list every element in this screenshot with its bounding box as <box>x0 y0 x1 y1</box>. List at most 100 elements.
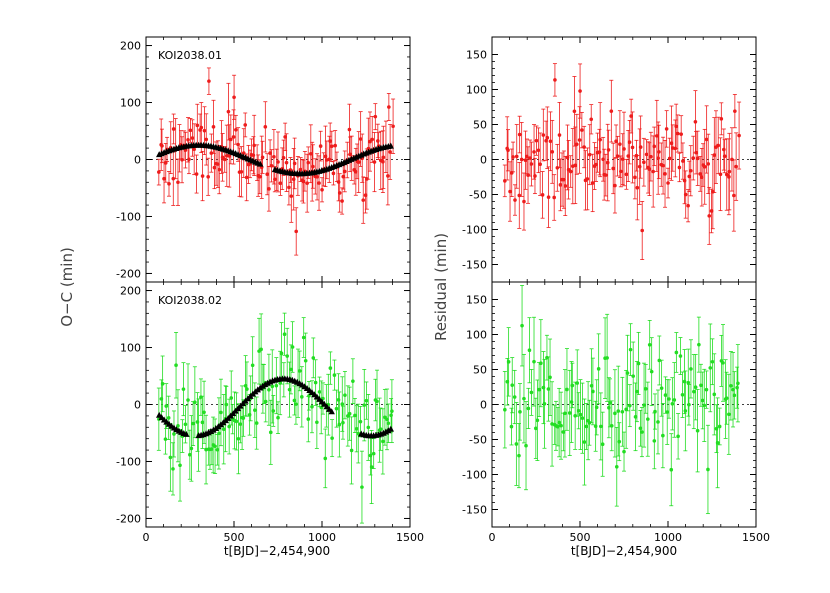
data-point <box>370 137 375 142</box>
data-point <box>643 387 648 391</box>
data-point <box>226 109 231 114</box>
data-point <box>600 442 605 447</box>
data-point <box>686 380 691 385</box>
panel-label: KOI2038.01 <box>158 49 222 62</box>
data-point <box>687 174 692 179</box>
data-point <box>677 165 682 170</box>
data-point <box>292 161 297 166</box>
data-point <box>503 407 507 412</box>
data-point <box>514 154 519 159</box>
data-point <box>651 169 655 174</box>
data-point <box>306 160 311 165</box>
data-point <box>537 387 541 392</box>
data-point <box>273 177 277 182</box>
data-point <box>562 177 566 182</box>
data-point <box>252 143 256 148</box>
data-point <box>680 392 685 397</box>
data-point <box>387 105 391 109</box>
data-point <box>683 192 688 197</box>
y-tick-label: -50 <box>469 434 487 447</box>
data-point <box>297 369 302 373</box>
data-point <box>388 150 392 154</box>
data-point <box>653 409 657 414</box>
data-point <box>702 403 707 408</box>
y-tick-label: 200 <box>120 40 141 53</box>
data-point <box>724 396 729 401</box>
data-point <box>541 133 546 137</box>
data-point <box>268 151 272 155</box>
data-point <box>282 332 287 337</box>
y-tick-label: 200 <box>120 285 141 298</box>
model-point <box>387 142 395 149</box>
data-point <box>270 384 275 389</box>
data-point <box>236 142 240 147</box>
data-point <box>635 185 640 190</box>
data-point <box>647 167 652 171</box>
data-point <box>729 383 733 388</box>
data-point <box>390 409 394 413</box>
data-point <box>546 387 551 391</box>
data-point <box>724 172 729 177</box>
data-point <box>272 154 276 159</box>
data-point <box>157 170 161 174</box>
data-point <box>661 163 665 168</box>
data-point <box>615 154 620 158</box>
data-point <box>633 415 638 419</box>
data-point <box>508 189 512 194</box>
data-point <box>334 406 339 411</box>
data-point <box>375 399 379 404</box>
data-point <box>330 436 334 440</box>
data-point <box>509 424 514 429</box>
data-point <box>722 147 726 152</box>
data-point <box>706 467 710 472</box>
data-point <box>550 150 555 154</box>
data-point <box>577 138 582 142</box>
data-point <box>281 155 286 160</box>
data-point <box>239 169 244 174</box>
data-point <box>587 152 592 157</box>
y-tick-label: 0 <box>134 399 141 412</box>
y-tick-label: 150 <box>466 49 487 62</box>
data-point <box>305 181 309 185</box>
data-point <box>263 399 268 404</box>
data-point <box>524 443 528 448</box>
data-point <box>611 166 615 171</box>
data-point <box>708 366 713 370</box>
data-point <box>269 164 274 168</box>
data-point <box>569 400 574 404</box>
data-point <box>719 117 724 121</box>
data-point <box>594 405 599 410</box>
data-point <box>258 174 262 179</box>
data-point <box>665 410 670 414</box>
data-point <box>271 409 276 413</box>
data-point <box>522 199 526 204</box>
data-point <box>591 389 595 394</box>
data-point <box>306 417 311 421</box>
data-point <box>557 420 561 425</box>
data-point <box>180 157 184 162</box>
data-point <box>647 343 652 347</box>
data-point <box>333 143 337 148</box>
data-point <box>534 426 538 431</box>
data-point <box>640 430 644 434</box>
data-point <box>278 181 283 186</box>
data-point <box>510 383 515 387</box>
data-point <box>727 169 732 174</box>
data-point <box>174 363 178 368</box>
data-point <box>652 439 657 443</box>
data-point <box>520 323 524 328</box>
data-point <box>243 383 248 388</box>
data-point <box>301 179 306 184</box>
data-point <box>234 419 239 424</box>
data-point <box>545 135 550 140</box>
y-tick-label: -100 <box>116 210 141 223</box>
data-point <box>381 159 385 164</box>
data-point <box>608 401 612 405</box>
data-point <box>736 381 740 386</box>
data-point <box>563 184 568 188</box>
y-tick-label: 0 <box>480 154 487 167</box>
data-point <box>683 409 688 413</box>
data-point <box>629 114 633 118</box>
data-point <box>649 369 654 374</box>
